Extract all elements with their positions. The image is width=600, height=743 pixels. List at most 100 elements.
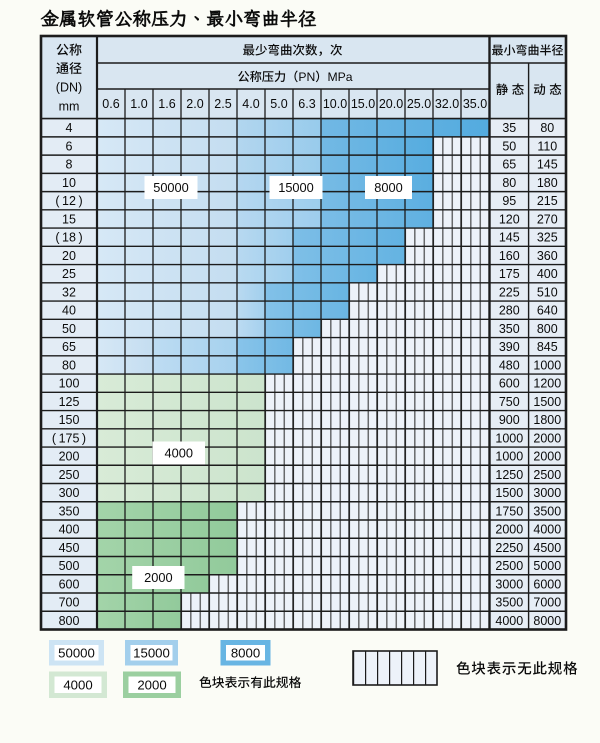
svg-text:100: 100 <box>59 377 80 391</box>
svg-text:65: 65 <box>62 340 76 354</box>
svg-text:500: 500 <box>59 559 80 573</box>
svg-text:145: 145 <box>537 158 558 172</box>
svg-text:1000: 1000 <box>495 431 523 445</box>
svg-text:4.0: 4.0 <box>242 97 259 111</box>
svg-text:3500: 3500 <box>495 596 523 610</box>
svg-text:8000: 8000 <box>231 645 260 660</box>
svg-text:静 态: 静 态 <box>496 79 525 98</box>
svg-text:390: 390 <box>499 340 520 354</box>
svg-text:32.0: 32.0 <box>435 97 459 111</box>
svg-text:6.3: 6.3 <box>298 97 315 111</box>
svg-text:( 175 ): ( 175 ) <box>52 431 86 445</box>
svg-text:35: 35 <box>502 121 516 135</box>
svg-text:35.0: 35.0 <box>463 97 487 111</box>
svg-text:2.5: 2.5 <box>214 97 231 111</box>
svg-text:400: 400 <box>537 267 558 281</box>
svg-text:450: 450 <box>59 541 80 555</box>
svg-text:2500: 2500 <box>533 468 561 482</box>
svg-text:8000: 8000 <box>533 614 561 628</box>
svg-text:175: 175 <box>499 267 520 281</box>
svg-text:8000: 8000 <box>374 180 402 195</box>
svg-text:350: 350 <box>59 504 80 518</box>
svg-text:1500: 1500 <box>533 395 561 409</box>
svg-text:95: 95 <box>502 194 516 208</box>
svg-text:(DN): (DN) <box>56 81 82 95</box>
svg-text:50000: 50000 <box>58 645 95 660</box>
svg-text:0.6: 0.6 <box>102 97 119 111</box>
svg-text:25: 25 <box>62 267 76 281</box>
svg-text:1500: 1500 <box>495 486 523 500</box>
svg-text:20: 20 <box>62 249 76 263</box>
svg-text:600: 600 <box>59 577 80 591</box>
svg-text:225: 225 <box>499 285 520 299</box>
svg-text:4000: 4000 <box>533 523 561 537</box>
svg-text:640: 640 <box>537 304 558 318</box>
svg-text:公称压力（PN）MPa: 公称压力（PN）MPa <box>237 67 352 85</box>
svg-text:色块表示无此规格: 色块表示无此规格 <box>456 658 578 679</box>
svg-text:最小弯曲半径: 最小弯曲半径 <box>491 42 563 59</box>
svg-text:110: 110 <box>537 139 557 153</box>
svg-text:1000: 1000 <box>533 358 561 372</box>
svg-text:6: 6 <box>66 139 73 153</box>
svg-text:160: 160 <box>499 249 520 263</box>
svg-text:10: 10 <box>62 176 76 190</box>
svg-text:1200: 1200 <box>533 377 561 391</box>
svg-text:150: 150 <box>59 413 80 427</box>
svg-text:215: 215 <box>537 194 558 208</box>
svg-text:1.0: 1.0 <box>130 97 147 111</box>
svg-text:50: 50 <box>62 322 76 336</box>
svg-text:32: 32 <box>62 285 76 299</box>
svg-text:1250: 1250 <box>495 468 523 482</box>
svg-text:145: 145 <box>499 231 520 245</box>
svg-text:845: 845 <box>537 340 558 354</box>
svg-text:480: 480 <box>499 358 520 372</box>
svg-text:400: 400 <box>59 523 80 537</box>
svg-text:25.0: 25.0 <box>407 97 431 111</box>
svg-text:510: 510 <box>537 285 558 299</box>
svg-text:2000: 2000 <box>144 570 172 585</box>
svg-text:20.0: 20.0 <box>379 97 403 111</box>
svg-text:360: 360 <box>537 249 558 263</box>
svg-text:1000: 1000 <box>495 450 523 464</box>
svg-text:4000: 4000 <box>495 614 523 628</box>
svg-text:180: 180 <box>537 176 558 190</box>
svg-text:4000: 4000 <box>165 446 193 461</box>
svg-text:色块表示有此规格: 色块表示有此规格 <box>199 672 302 691</box>
svg-text:15: 15 <box>62 212 76 226</box>
svg-text:600: 600 <box>499 377 520 391</box>
svg-text:4000: 4000 <box>63 677 92 692</box>
svg-text:8: 8 <box>66 158 73 172</box>
svg-text:3000: 3000 <box>495 577 523 591</box>
svg-text:动 态: 动 态 <box>533 79 562 98</box>
svg-text:4: 4 <box>66 121 73 135</box>
svg-text:80: 80 <box>502 176 516 190</box>
svg-text:2000: 2000 <box>533 431 561 445</box>
svg-text:2000: 2000 <box>137 677 166 692</box>
svg-text:3000: 3000 <box>533 486 561 500</box>
svg-text:750: 750 <box>499 395 520 409</box>
svg-text:3500: 3500 <box>533 504 561 518</box>
svg-text:4500: 4500 <box>533 541 561 555</box>
svg-text:80: 80 <box>62 358 76 372</box>
svg-text:300: 300 <box>59 486 80 500</box>
svg-text:50: 50 <box>502 139 516 153</box>
svg-text:125: 125 <box>59 395 80 409</box>
svg-text:700: 700 <box>59 596 80 610</box>
svg-text:7000: 7000 <box>533 596 561 610</box>
svg-text:270: 270 <box>537 212 558 226</box>
svg-text:1750: 1750 <box>495 504 523 518</box>
svg-text:2000: 2000 <box>495 523 523 537</box>
svg-text:325: 325 <box>537 231 558 245</box>
svg-text:6000: 6000 <box>533 577 561 591</box>
svg-text:1800: 1800 <box>533 413 561 427</box>
svg-text:10.0: 10.0 <box>323 97 347 111</box>
svg-text:2250: 2250 <box>495 541 523 555</box>
svg-text:15000: 15000 <box>278 180 314 195</box>
svg-text:120: 120 <box>499 212 520 226</box>
svg-text:mm: mm <box>59 100 80 114</box>
svg-text:200: 200 <box>59 450 80 464</box>
svg-text:15000: 15000 <box>133 645 170 660</box>
svg-text:金属软管公称压力、最小弯曲半径: 金属软管公称压力、最小弯曲半径 <box>41 7 317 31</box>
svg-text:通径: 通径 <box>56 58 82 77</box>
svg-text:2000: 2000 <box>533 450 561 464</box>
